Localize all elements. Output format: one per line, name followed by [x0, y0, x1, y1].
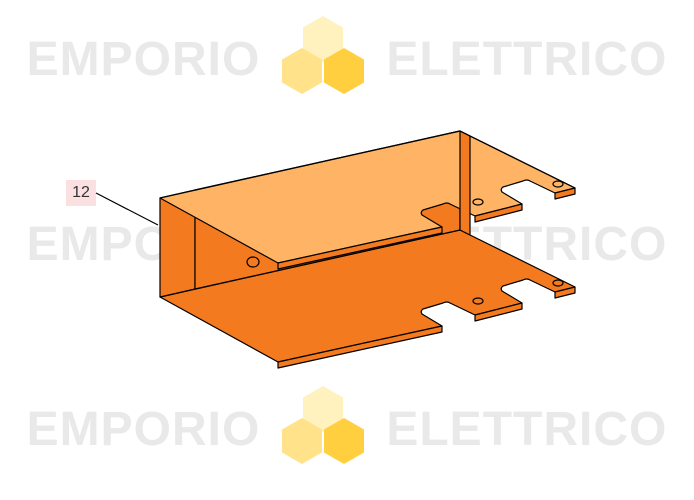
watermark-word-right: ELETTRICO: [386, 32, 667, 87]
watermark-word-right: ELETTRICO: [386, 402, 667, 457]
watermark-word-left: EMPORIO: [27, 402, 261, 457]
watermark-row: EMPORIO ELETTRICO: [0, 24, 694, 94]
watermark-logo: [278, 394, 368, 464]
watermark-word-right: ELETTRICO: [386, 217, 667, 272]
bracket-part: [0, 0, 694, 500]
callout-label: 12: [66, 180, 96, 206]
watermark-logo: [278, 24, 368, 94]
watermark-word-left: EMPORIO: [27, 32, 261, 87]
watermark-row: EMPORIO ELETTRICO: [0, 209, 694, 279]
watermark-logo: [278, 209, 368, 279]
callout-leader: [0, 0, 694, 500]
callout-number: 12: [72, 184, 90, 202]
watermark-row: EMPORIO ELETTRICO: [0, 394, 694, 464]
watermark-word-left: EMPORIO: [27, 217, 261, 272]
